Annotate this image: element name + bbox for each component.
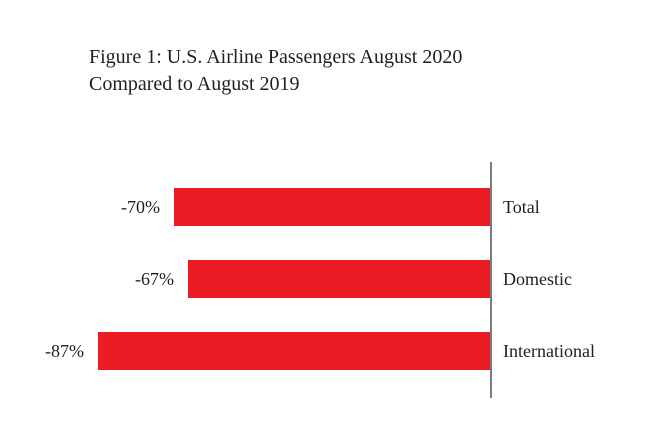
bar-row-domestic: -67% Domestic	[0, 260, 650, 298]
value-label-total: -70%	[121, 197, 160, 217]
figure-title-line2: Compared to August 2019	[89, 73, 300, 95]
bar-international	[98, 332, 490, 370]
category-label-international: International	[503, 341, 595, 361]
bar-domestic	[188, 260, 490, 298]
figure-title: Figure 1: U.S. Airline Passengers August…	[89, 44, 462, 98]
bar-row-international: -87% International	[0, 332, 650, 370]
bar-total	[174, 188, 490, 226]
baseline-axis	[490, 162, 492, 398]
figure-title-line1: Figure 1: U.S. Airline Passengers August…	[89, 46, 463, 68]
value-label-international: -87%	[45, 341, 84, 361]
category-label-domestic: Domestic	[503, 269, 572, 289]
category-label-total: Total	[503, 197, 540, 217]
value-label-domestic: -67%	[135, 269, 174, 289]
bar-row-total: -70% Total	[0, 188, 650, 226]
